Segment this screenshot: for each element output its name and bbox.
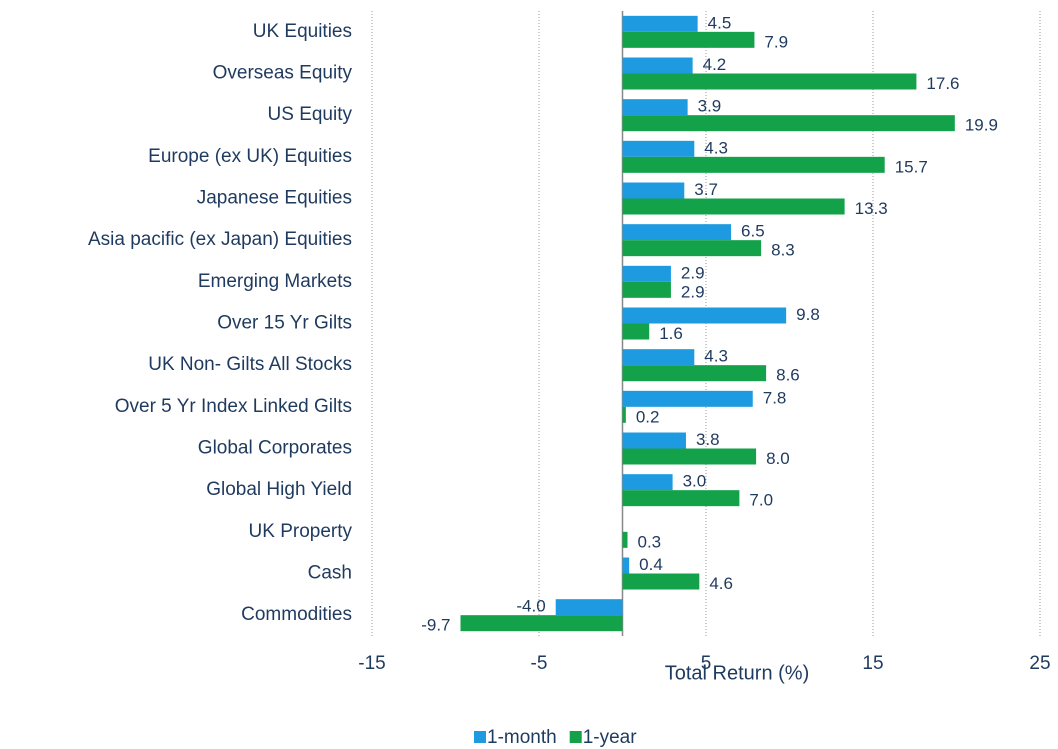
bar [622, 406, 626, 423]
legend-swatch [569, 731, 582, 743]
bar [622, 265, 671, 282]
bar [460, 615, 623, 632]
x-tick-label: 5 [701, 653, 712, 674]
data-label: 7.8 [763, 388, 787, 407]
x-tick-label: -15 [358, 653, 385, 674]
data-label: -9.7 [421, 616, 450, 635]
data-label: 6.5 [741, 222, 765, 241]
data-label: 13.3 [855, 199, 888, 218]
bar [622, 390, 753, 407]
y-tick-label: Global High Yield [206, 479, 352, 500]
x-tick-label: 15 [862, 653, 883, 674]
data-label: 7.0 [749, 491, 773, 510]
y-tick-label: Emerging Markets [198, 271, 352, 292]
data-label: 3.0 [683, 472, 707, 491]
data-label: 4.3 [704, 347, 728, 366]
y-tick-label: Overseas Equity [213, 63, 353, 84]
data-label: 4.2 [703, 55, 727, 74]
bar [622, 156, 885, 173]
data-label: 8.6 [776, 366, 800, 385]
y-tick-label: Cash [308, 563, 352, 584]
data-label: 3.9 [698, 97, 722, 116]
data-label: 4.6 [709, 574, 733, 593]
bar [622, 432, 686, 449]
y-tick-label: US Equity [268, 104, 353, 125]
data-label: 2.9 [681, 263, 705, 282]
bar [622, 99, 688, 116]
legend-label: 1-month [487, 727, 557, 748]
bar [622, 224, 732, 241]
bar [622, 31, 755, 48]
bar [622, 573, 700, 590]
data-label: 7.9 [764, 32, 788, 51]
bar [622, 182, 685, 199]
data-label: 9.8 [796, 305, 820, 324]
y-tick-label: UK Equities [253, 21, 352, 42]
y-tick-label: Japanese Equities [197, 188, 352, 209]
bar [622, 557, 630, 574]
y-tick-label: Europe (ex UK) Equities [148, 146, 352, 167]
data-label: 4.3 [704, 138, 728, 157]
bar [622, 365, 767, 382]
data-label: 3.7 [694, 180, 718, 199]
bar [622, 240, 762, 257]
bar [622, 198, 845, 215]
data-label: 0.2 [636, 407, 660, 426]
bar [622, 115, 955, 132]
bar [622, 140, 695, 157]
data-label: 8.3 [771, 241, 795, 260]
x-axis-title: Total Return (%) [665, 662, 810, 684]
data-label: 19.9 [965, 116, 998, 135]
x-tick-label: -5 [531, 653, 548, 674]
bar [622, 15, 698, 32]
y-tick-label: Over 5 Yr Index Linked Gilts [115, 396, 352, 417]
bar [555, 599, 623, 616]
data-label: 4.5 [708, 13, 732, 32]
bar [622, 73, 917, 90]
data-label: 3.8 [696, 430, 720, 449]
data-label: 1.6 [659, 324, 683, 343]
y-tick-label: Commodities [241, 604, 352, 625]
data-label: -4.0 [516, 597, 545, 616]
legend-swatch [474, 731, 486, 743]
data-label: 8.0 [766, 449, 790, 468]
y-tick-label: UK Property [249, 521, 353, 542]
y-tick-label: UK Non- Gilts All Stocks [148, 354, 352, 375]
legend-label: 1-year [583, 727, 638, 748]
data-label: 15.7 [895, 157, 928, 176]
data-label: 0.4 [639, 555, 663, 574]
data-label: 2.9 [681, 282, 705, 301]
data-label: 0.3 [638, 532, 662, 551]
bar [622, 490, 740, 507]
bar [622, 281, 671, 298]
bar [622, 531, 628, 548]
bar [622, 349, 695, 366]
data-label: 17.6 [926, 74, 959, 93]
bar [622, 474, 673, 491]
bar [622, 57, 693, 74]
y-tick-label: Over 15 Yr Gilts [217, 313, 352, 334]
y-tick-label: Asia pacific (ex Japan) Equities [88, 229, 352, 250]
y-tick-label: Global Corporates [198, 438, 352, 459]
bar [622, 307, 787, 324]
x-tick-label: 25 [1029, 653, 1050, 674]
bar [622, 448, 757, 465]
bar [622, 323, 650, 340]
